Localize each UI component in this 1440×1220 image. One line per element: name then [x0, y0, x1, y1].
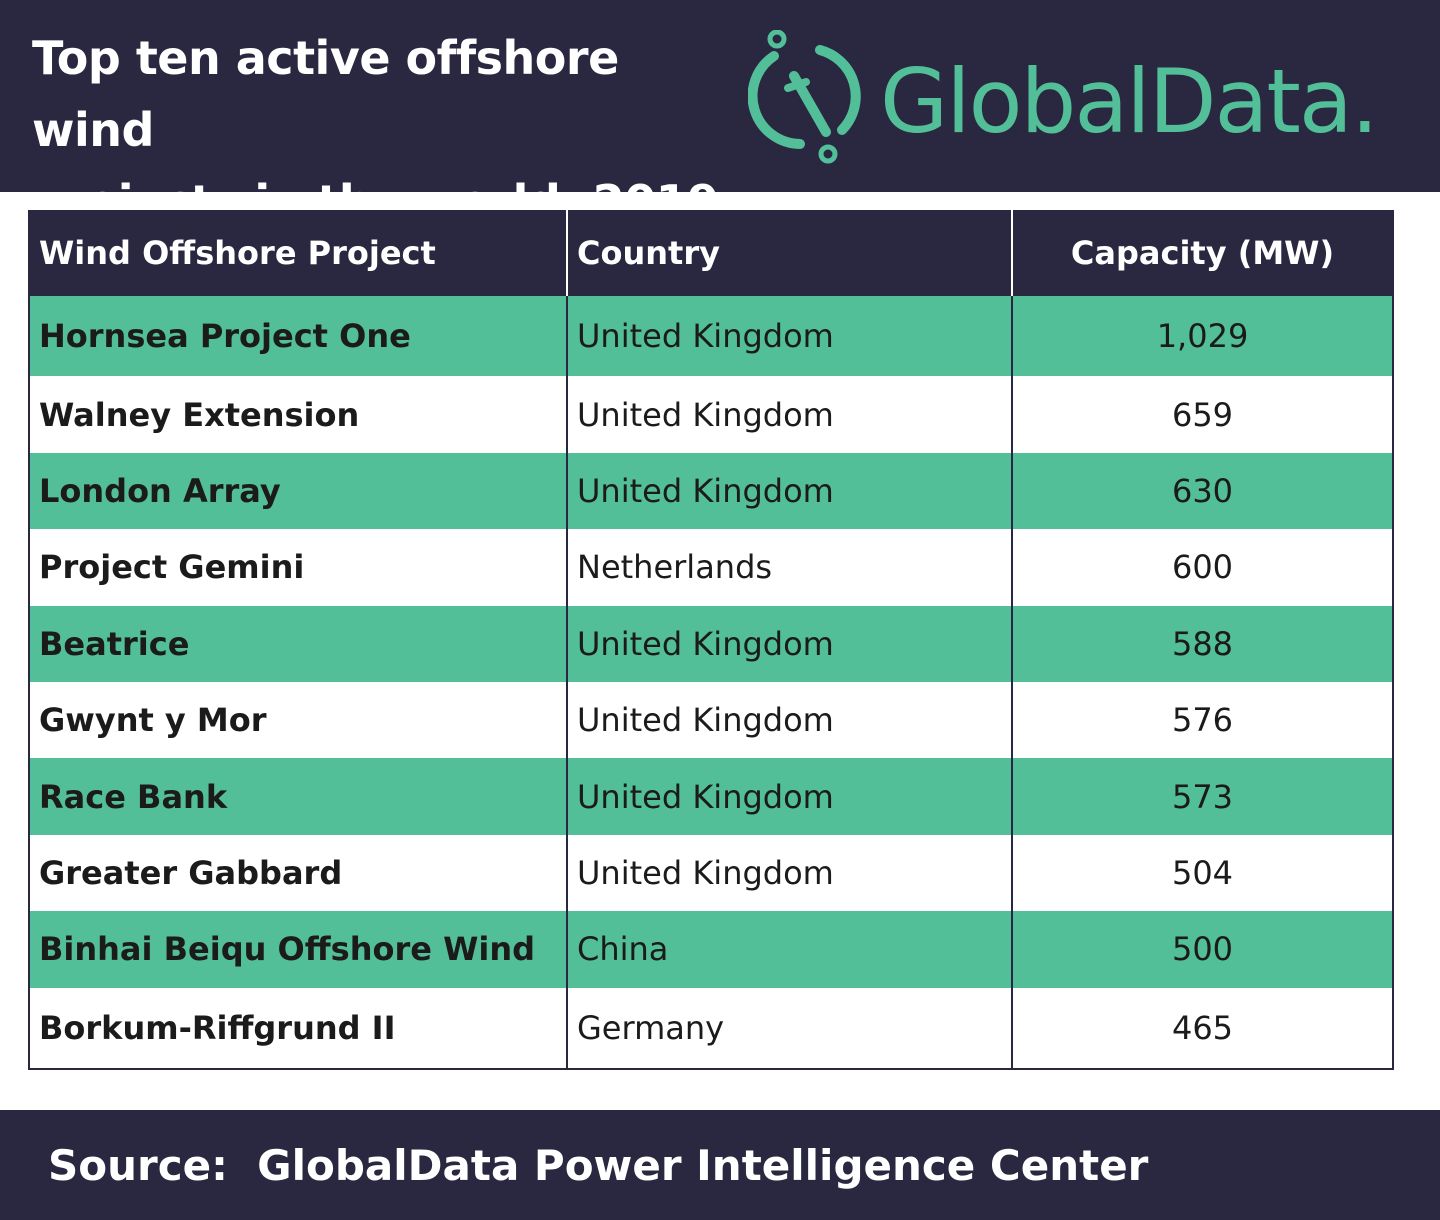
capacity-cell: 504: [1012, 834, 1392, 912]
project-cell: Borkum-Riffgrund II: [30, 987, 568, 1068]
column-header-project: Wind Offshore Project: [30, 210, 568, 296]
project-cell: London Array: [30, 452, 568, 530]
project-cell: Hornsea Project One: [30, 296, 568, 377]
globaldata-logo-icon: [748, 30, 861, 164]
project-cell: Beatrice: [30, 605, 568, 682]
project-cell: Race Bank: [30, 758, 568, 835]
country-cell: United Kingdom: [567, 376, 1013, 453]
country-cell: United Kingdom: [567, 758, 1013, 835]
table-row: Walney Extension United Kingdom 659: [30, 376, 1392, 453]
logo-wordmark: GlobalData.: [880, 50, 1379, 153]
table-row: Race Bank United Kingdom 573: [30, 758, 1392, 835]
page-title: Top ten active offshore wind projects in…: [32, 22, 732, 238]
capacity-cell: 1,029: [1012, 296, 1392, 377]
capacity-cell: 588: [1012, 605, 1392, 682]
column-header-country: Country: [567, 210, 1013, 296]
table-row: Binhai Beiqu Offshore Wind China 500: [30, 911, 1392, 988]
project-cell: Greater Gabbard: [30, 834, 568, 912]
project-cell: Project Gemini: [30, 529, 568, 606]
header-banner: Top ten active offshore wind projects in…: [0, 0, 1440, 229]
project-cell: Binhai Beiqu Offshore Wind: [30, 911, 568, 988]
capacity-cell: 659: [1012, 376, 1392, 453]
projects-table: Wind Offshore Project Country Capacity (…: [30, 210, 1392, 1068]
capacity-cell: 600: [1012, 529, 1392, 606]
capacity-cell: 630: [1012, 452, 1392, 530]
column-header-capacity: Capacity (MW): [1012, 210, 1392, 296]
capacity-cell: 465: [1012, 987, 1392, 1068]
capacity-cell: 573: [1012, 758, 1392, 835]
capacity-cell: 576: [1012, 681, 1392, 759]
country-cell: United Kingdom: [567, 681, 1013, 759]
country-cell: United Kingdom: [567, 296, 1013, 377]
project-cell: Gwynt y Mor: [30, 681, 568, 759]
source-note: Source: GlobalData Power Intelligence Ce…: [48, 1141, 1149, 1190]
table-row: Borkum-Riffgrund II Germany 465: [30, 987, 1392, 1068]
table-row: Greater Gabbard United Kingdom 504: [30, 834, 1392, 912]
country-cell: United Kingdom: [567, 834, 1013, 912]
country-cell: United Kingdom: [567, 605, 1013, 682]
table-row: Hornsea Project One United Kingdom 1,029: [30, 296, 1392, 377]
table-header-row: Wind Offshore Project Country Capacity (…: [30, 210, 1392, 296]
table-row: Beatrice United Kingdom 588: [30, 605, 1392, 682]
country-cell: China: [567, 911, 1013, 988]
table-row: Project Gemini Netherlands 600: [30, 529, 1392, 606]
project-cell: Walney Extension: [30, 376, 568, 453]
country-cell: Germany: [567, 987, 1013, 1068]
table-row: London Array United Kingdom 630: [30, 452, 1392, 530]
projects-table-container: Wind Offshore Project Country Capacity (…: [28, 210, 1394, 1070]
capacity-cell: 500: [1012, 911, 1392, 988]
footer-banner: Source: GlobalData Power Intelligence Ce…: [0, 1110, 1440, 1220]
globaldata-logo: GlobalData.: [748, 30, 1418, 165]
country-cell: Netherlands: [567, 529, 1013, 606]
title-line-1: Top ten active offshore wind: [32, 31, 619, 157]
table-row: Gwynt y Mor United Kingdom 576: [30, 681, 1392, 759]
country-cell: United Kingdom: [567, 452, 1013, 530]
